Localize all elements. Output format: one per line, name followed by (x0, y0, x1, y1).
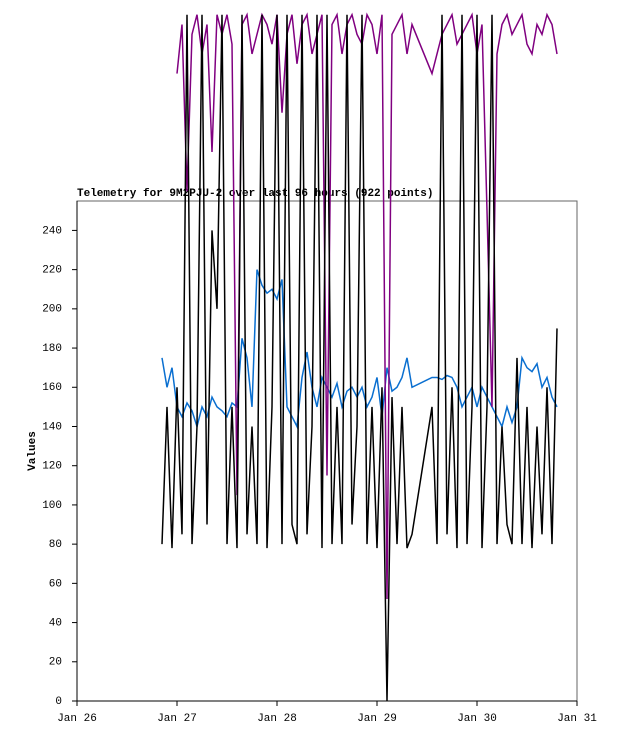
y-tick-label: 140 (42, 421, 62, 433)
y-tick-label: 160 (42, 382, 62, 394)
y-tick-label: 180 (42, 343, 62, 355)
x-tick-label: Jan 27 (157, 713, 197, 725)
y-tick-label: 100 (42, 500, 62, 512)
y-tick-label: 120 (42, 461, 62, 473)
y-tick-label: 0 (55, 696, 62, 708)
y-axis-label: Values (27, 431, 39, 471)
y-tick-label: 20 (49, 657, 62, 669)
chart-title: Telemetry for 9M2PJU-2 over last 96 hour… (77, 188, 433, 200)
y-tick-label: 240 (42, 225, 62, 237)
series-line (161, 14, 558, 702)
y-tick-label: 200 (42, 304, 62, 316)
x-tick-label: Jan 29 (357, 713, 397, 725)
x-tick-label: Jan 26 (57, 713, 97, 725)
x-tick-label: Jan 28 (257, 713, 297, 725)
y-tick-label: 220 (42, 265, 62, 277)
x-tick-label: Jan 30 (457, 713, 497, 725)
y-tick-label: 80 (49, 539, 62, 551)
y-tick-label: 60 (49, 578, 62, 590)
x-tick-label: Jan 31 (557, 713, 597, 725)
series-line (161, 269, 558, 430)
y-tick-label: 40 (49, 617, 62, 629)
